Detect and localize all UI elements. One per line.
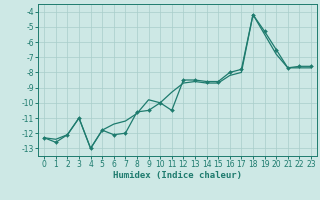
X-axis label: Humidex (Indice chaleur): Humidex (Indice chaleur) bbox=[113, 171, 242, 180]
